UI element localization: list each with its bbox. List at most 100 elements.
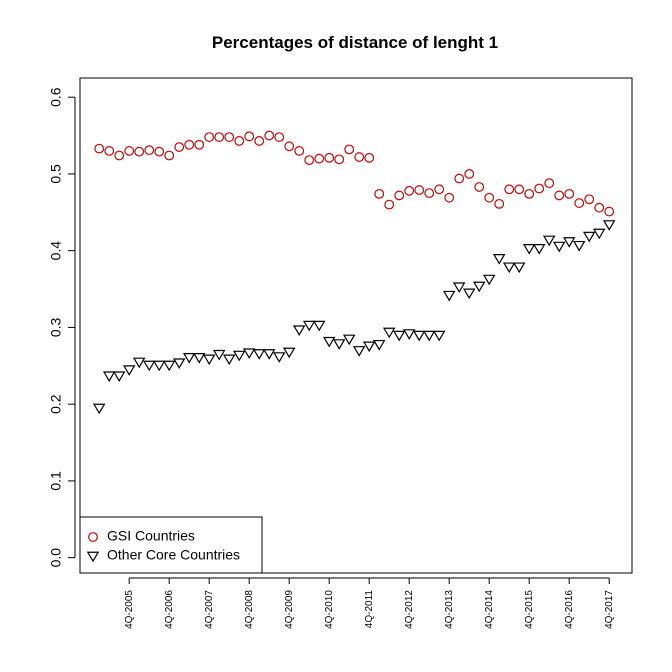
gsi-point [214,132,225,142]
gsi-point [464,169,475,179]
other-core-point [232,350,246,362]
other-core-point [182,353,196,364]
y-tick-label: 0.6 [48,87,64,107]
gsi-point [584,194,595,205]
other-core-point [382,327,396,339]
gsi-point [294,146,305,156]
gsi-point [524,188,535,199]
other-core-point [582,231,596,243]
plot-frame [79,77,633,574]
other-core-point [602,220,616,231]
legend-box [79,516,263,574]
other-core-point [142,360,156,372]
legend-marker-gsi [88,532,98,542]
y-tick-label: 0.2 [48,394,64,414]
other-core-point [152,360,166,372]
other-core-point [332,339,346,350]
gsi-point [154,146,165,157]
x-tick-label: 4Q-2007 [204,590,215,629]
other-core-point [112,371,126,383]
gsi-point [394,190,405,201]
other-core-point [312,320,326,332]
x-tick-label: 4Q-2017 [604,590,615,629]
gsi-point [604,206,615,217]
x-tick-label: 4Q-2006 [164,590,175,629]
gsi-point [194,139,205,150]
gsi-point [204,132,215,142]
other-core-point [402,329,416,340]
x-tick-label: 4Q-2009 [284,590,295,629]
gsi-point [224,132,235,142]
y-tick-label: 0.4 [48,241,64,261]
gsi-point [404,185,415,196]
gsi-point [434,184,445,195]
gsi-point [104,146,115,156]
other-core-point [192,353,206,364]
gsi-point [594,202,605,213]
y-axis: 0.0 0.1 0.2 0.3 0.4 0.5 0.6 [48,87,76,568]
gsi-point [444,192,455,203]
gsi-point [374,188,385,199]
gsi-point [114,150,125,161]
other-core-point [522,244,536,255]
other-core-point [212,349,226,361]
gsi-point [424,188,435,199]
gsi-point [504,184,515,195]
gsi-point [234,136,245,146]
x-tick-label: 4Q-2012 [404,590,415,629]
x-tick-label: 4Q-2016 [564,590,575,629]
other-core-point [282,347,296,359]
other-core-point [392,330,406,342]
legend-marker-other-core [86,551,100,563]
other-core-point [422,330,436,342]
other-core-point [532,244,546,255]
other-core-point [372,339,386,351]
other-core-point [202,354,216,366]
x-tick-label: 4Q-2014 [484,590,495,629]
other-core-point [292,325,306,337]
gsi-point [134,146,145,157]
x-tick-label: 4Q-2010 [324,590,335,629]
gsi-point [124,146,135,156]
gsi-point [184,139,195,150]
gsi-point [274,132,285,142]
gsi-point [564,188,575,199]
other-core-point [512,262,526,274]
y-tick-label: 0.1 [48,471,64,491]
x-axis: 4Q-2005 4Q-2006 4Q-2007 4Q-2008 4Q-2009 4Q-20… [124,577,615,629]
other-core-point [562,237,576,248]
gsi-point [304,155,315,166]
gsi-point [284,141,295,152]
gsi-point [554,190,565,201]
other-core-point [442,290,456,302]
other-core-point [462,288,476,300]
legend-label-other-core: Other Core Countries [107,547,240,563]
y-tick-label: 0.3 [48,317,64,337]
other-core-point [272,352,286,363]
other-core-point [242,348,256,360]
gsi-point [474,182,485,192]
other-core-point [132,357,146,369]
y-tick-label: 0.0 [48,548,64,568]
gsi-point [334,154,345,165]
data-points [92,130,616,415]
x-tick-label: 4Q-2013 [444,590,455,629]
x-tick-label: 4Q-2015 [524,590,535,629]
gsi-point [384,199,395,210]
chart-title: Percentages of distance of lenght 1 [212,33,498,52]
gsi-point [164,150,175,161]
x-tick-label: 4Q-2005 [124,590,135,629]
gsi-point [514,184,525,195]
other-core-point [102,371,116,383]
other-core-point [172,358,186,370]
other-core-point [432,330,446,342]
other-core-point [472,281,486,293]
other-core-point [542,235,556,247]
other-core-point [222,354,236,366]
gsi-point [494,198,505,209]
gsi-point [174,142,185,152]
other-core-point [122,365,136,376]
other-core-point [362,341,376,353]
other-core-point [352,346,366,357]
